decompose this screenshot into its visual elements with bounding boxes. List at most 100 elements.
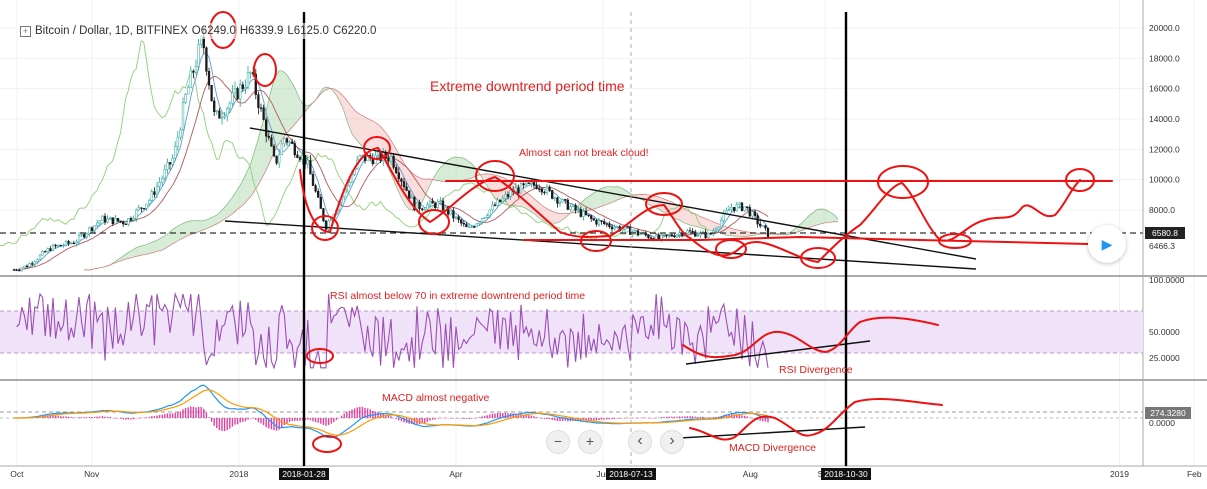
macd-hist-bar [58, 416, 59, 418]
macd-hist-bar [697, 417, 698, 418]
candle-body [167, 162, 169, 169]
cloud-segment [352, 107, 355, 137]
candle-body [466, 224, 468, 227]
candle-body [499, 200, 501, 202]
candle-body [224, 116, 226, 117]
macd-hist-bar [458, 418, 459, 419]
candle-body [736, 205, 738, 211]
macd-hist-bar [65, 416, 66, 418]
candle-body [104, 216, 106, 222]
candle-body [31, 264, 33, 265]
macd-hist-bar [331, 418, 332, 424]
macd-hist-bar [492, 414, 493, 418]
candle-body [406, 187, 408, 191]
candle-body [312, 174, 314, 186]
macd-hist-bar [435, 418, 436, 419]
cloud-segment [440, 166, 443, 182]
macd-hist-bar [619, 418, 620, 419]
candle-body [671, 235, 673, 236]
expand-square-icon[interactable]: + [20, 26, 31, 37]
cloud-segment [167, 232, 170, 247]
cloud-segment [162, 236, 165, 250]
scroll-forward-button[interactable]: › [660, 430, 684, 454]
candle-body [260, 108, 262, 109]
play-icon: ▶ [1102, 236, 1113, 252]
macd-hist-bar [320, 418, 321, 424]
candle-body [481, 218, 483, 222]
candle-body [177, 137, 179, 146]
macd-hist-bar [684, 416, 685, 418]
macd-hist-bar [622, 418, 623, 419]
macd-hist-bar [455, 418, 456, 419]
candle-body [281, 144, 283, 155]
macd-hist-bar [533, 416, 534, 418]
candle-body [307, 160, 309, 164]
candle-body [297, 155, 299, 158]
macd-hist-bar [91, 417, 92, 418]
cloud-segment [817, 209, 820, 225]
scroll-back-button[interactable]: ‹ [628, 430, 652, 454]
macd-hist-bar [559, 418, 560, 421]
candle-body [258, 95, 260, 108]
macd-hist-bar [325, 418, 326, 426]
macd-hist-bar [752, 418, 753, 419]
macd-hist-bar [237, 418, 238, 424]
candle-body [60, 245, 62, 246]
macd-hist-bar [497, 413, 498, 418]
macd-hist-bar [266, 418, 267, 427]
macd-hist-bar [645, 418, 646, 419]
macd-hist-bar [484, 416, 485, 418]
candle-body [635, 231, 637, 232]
macd-hist-bar [466, 418, 467, 419]
macd-hist-bar [247, 418, 248, 420]
candle-body [668, 235, 670, 236]
macd-histogram [13, 406, 768, 431]
macd-hist-bar [193, 407, 194, 418]
candle-body [484, 217, 486, 218]
candle-body [320, 197, 322, 208]
macd-hist-bar [76, 418, 77, 419]
candle-body [143, 208, 145, 209]
macd-hist-bar [702, 417, 703, 418]
candle-body [421, 209, 423, 210]
macd-hist-bar [177, 412, 178, 418]
macd-hist-bar [182, 409, 183, 418]
macd-hist-bar [546, 418, 547, 419]
candle-body [125, 224, 127, 225]
zoom-in-button[interactable]: + [578, 430, 602, 454]
candle-body [502, 198, 504, 202]
chevron-right-icon: › [669, 432, 674, 449]
cloud-segment [284, 72, 287, 136]
macd-hist-bar [552, 418, 553, 420]
replay-button[interactable]: ▶ [1088, 225, 1126, 263]
macd-divergence-line [680, 427, 865, 438]
macd-hist-bar [242, 418, 243, 422]
candle-body [247, 72, 249, 87]
candle-body [497, 200, 499, 206]
macd-hist-bar [427, 418, 428, 422]
candle-body [767, 228, 769, 237]
cloud-segment [820, 209, 823, 224]
macd-hist-bar [489, 415, 490, 418]
cloud-segment [620, 187, 623, 199]
macd-hist-bar [689, 416, 690, 418]
candle-body [648, 235, 650, 238]
macd-price-tag-text: 274.3280 [1150, 408, 1186, 418]
candle-body [419, 202, 421, 208]
macd-hist-bar [656, 418, 657, 419]
price-tick: 8000.0 [1149, 205, 1175, 215]
candle-body [590, 216, 592, 219]
price-axis[interactable]: 20000.018000.016000.014000.012000.010000… [1149, 23, 1180, 215]
price-tag-current: 6580.8 [1145, 227, 1185, 239]
macd-hist-bar [474, 418, 475, 419]
macd-hist-bar [206, 413, 207, 418]
macd-hist-bar [614, 418, 615, 419]
cloud-segment [596, 190, 599, 209]
ohlc-high: H6339.9 [240, 25, 283, 37]
candle-body [765, 226, 767, 228]
zoom-out-button[interactable]: − [546, 430, 570, 454]
macd-hist-bar [596, 418, 597, 420]
cloud-segment [744, 231, 747, 236]
